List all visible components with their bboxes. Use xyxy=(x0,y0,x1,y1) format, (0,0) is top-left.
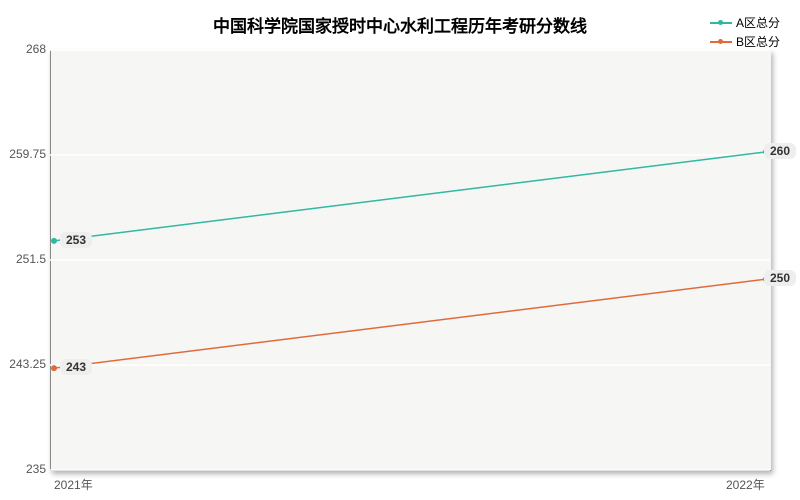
x-tick: 2022年 xyxy=(726,476,765,493)
y-tick: 235 xyxy=(0,462,46,476)
chart-container: 中国科学院国家授时中心水利工程历年考研分数线 A区总分 B区总分 235243.… xyxy=(0,0,800,500)
y-tick: 243.25 xyxy=(0,357,46,371)
chart-svg xyxy=(0,0,800,500)
y-tick: 259.75 xyxy=(0,147,46,161)
value-label: 260 xyxy=(764,143,796,159)
x-tick: 2021年 xyxy=(54,476,93,493)
value-label: 253 xyxy=(60,232,92,248)
y-tick: 268 xyxy=(0,42,46,56)
y-tick: 251.5 xyxy=(0,252,46,266)
value-label: 250 xyxy=(764,270,796,286)
value-label: 243 xyxy=(60,359,92,375)
